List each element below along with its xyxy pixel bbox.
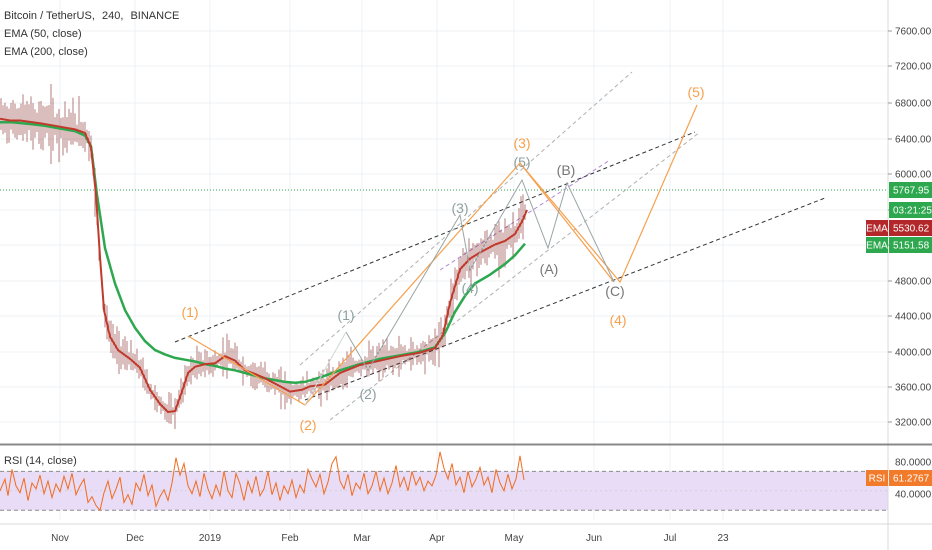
rsi-band xyxy=(0,470,888,511)
ema200-legend[interactable]: EMA (200, close) xyxy=(4,46,88,58)
price-tick-label: 3600.00 xyxy=(895,383,932,394)
rsi-line xyxy=(0,451,525,512)
grey-wave-path xyxy=(345,178,615,371)
time-tick-label: Jun xyxy=(586,533,602,544)
rsi-badge-box xyxy=(889,470,932,486)
time-tick-label: Nov xyxy=(51,533,69,544)
ema50-badge-box xyxy=(889,220,932,236)
time-tick-label: Feb xyxy=(281,533,299,544)
price-tick-label: 4800.00 xyxy=(895,277,932,288)
rsi-band-fill xyxy=(0,471,888,511)
channel-line xyxy=(299,71,633,366)
correction-wave-label: (B) xyxy=(557,162,576,178)
countdown-badge-box xyxy=(889,202,932,218)
time-tick-label: Dec xyxy=(126,533,144,544)
grey-wave-label: (4) xyxy=(461,280,478,296)
grey-wave-start xyxy=(304,331,347,406)
price-badge: 5767.95 xyxy=(889,182,932,198)
price-tick-label: 7600.00 xyxy=(895,27,932,38)
symbol-name: Bitcoin / TetherUS xyxy=(4,10,92,22)
rsi-badge-text: 61.2767 xyxy=(893,474,930,485)
orange-wave-label: (1) xyxy=(181,304,198,320)
ema50-line xyxy=(0,117,528,414)
grey-wave-label: (5) xyxy=(513,154,530,170)
channel-line xyxy=(304,197,826,401)
symbol-interval: 240 xyxy=(101,10,121,22)
time-tick-label: Apr xyxy=(429,533,445,544)
grey-wave-label: (2) xyxy=(359,386,376,402)
correction-wave-label: (A) xyxy=(540,261,559,277)
price-tick-label: 4400.00 xyxy=(895,312,932,323)
ema50-badge: EMA 5530.62 xyxy=(866,220,932,236)
price-tick-label: 4000.00 xyxy=(895,348,932,359)
rsi-badge-label: RSI xyxy=(869,474,886,485)
countdown-badge: 03:21:25 xyxy=(889,202,932,218)
orange-wave-label: (4) xyxy=(609,312,626,328)
symbol-exchange: BINANCE xyxy=(130,10,180,22)
rsi-tick-label: 80.0000 xyxy=(895,458,932,469)
time-tick-label: Mar xyxy=(353,533,371,544)
symbol-legend[interactable]: Bitcoin / TetherUS, 240, BINANCE xyxy=(4,10,180,22)
ema200-badge-text: 5151.58 xyxy=(893,241,930,252)
grey-wave-label: (1) xyxy=(337,307,354,323)
rsi-tick-label: 40.0000 xyxy=(895,490,932,501)
orange-wave-segment xyxy=(519,162,615,283)
orange-wave-label: (5) xyxy=(687,84,704,100)
time-tick-label: 23 xyxy=(717,533,729,544)
rsi-badge-label-box xyxy=(866,470,888,486)
ema50-badge-text: 5530.62 xyxy=(893,224,930,235)
price-badge-box xyxy=(889,182,932,198)
ema200-badge-label: EMA xyxy=(866,241,888,252)
price-tick-label: 7200.00 xyxy=(895,62,932,73)
price-tick-label: 6400.00 xyxy=(895,135,932,146)
ema200-badge: EMA 5151.58 xyxy=(866,237,932,253)
price-badge-text: 5767.95 xyxy=(893,186,930,197)
ema200-badge-label-box xyxy=(866,237,888,253)
price-tick-label: 6800.00 xyxy=(895,99,932,110)
time-axis-ticks: Nov Dec 2019 Feb Mar Apr May Jun Jul 23 xyxy=(51,533,729,544)
time-tick-label: Jul xyxy=(664,533,677,544)
countdown-badge-text: 03:21:25 xyxy=(893,206,932,217)
price-tick-label: 6000.00 xyxy=(895,170,932,181)
channel-line xyxy=(329,131,701,421)
series-lines xyxy=(0,117,528,512)
channel-line xyxy=(174,131,696,343)
ema200-badge-box xyxy=(889,237,932,253)
ema50-badge-label: EMA xyxy=(866,224,888,235)
orange-wave-label: (2) xyxy=(299,417,316,433)
price-tick-label: 3200.00 xyxy=(895,418,932,429)
ema50-badge-label-box xyxy=(866,220,888,236)
time-tick-label: May xyxy=(505,533,524,544)
ema50-legend[interactable]: EMA (50, close) xyxy=(4,28,82,40)
wave-labels: (1) (2) (3) (4) (5) (1) (2) (3) (4) (5) (A) (B) (C) xyxy=(181,84,704,433)
orange-wave-label: (3) xyxy=(513,135,530,151)
correction-wave-label: (C) xyxy=(605,283,624,299)
wave-lines xyxy=(187,104,698,406)
grey-wave-label: (3) xyxy=(451,200,468,216)
rsi-badge: RSI 61.2767 xyxy=(866,470,932,486)
time-tick-label: 2019 xyxy=(199,533,222,544)
rsi-legend[interactable]: RSI (14, close) xyxy=(4,455,77,467)
axis-badges: 5767.95 03:21:25 EMA 5530.62 EMA 5151.58 RSI 61… xyxy=(866,182,932,486)
